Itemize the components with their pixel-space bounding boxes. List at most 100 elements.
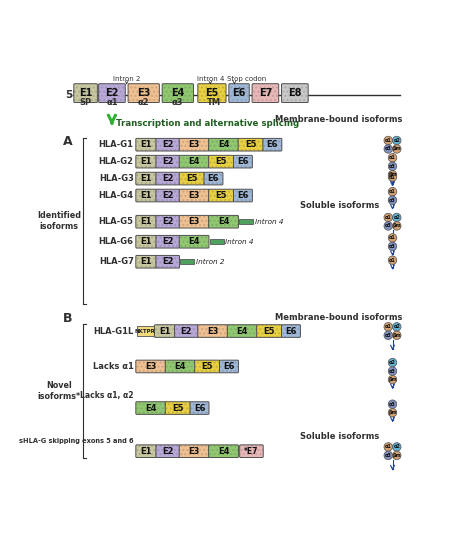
FancyBboxPatch shape (156, 235, 180, 248)
FancyBboxPatch shape (156, 189, 180, 202)
FancyBboxPatch shape (74, 84, 97, 102)
FancyBboxPatch shape (204, 172, 223, 185)
Text: E3: E3 (137, 88, 150, 98)
Text: α1: α1 (106, 98, 118, 107)
Text: E2: E2 (162, 447, 173, 456)
Circle shape (392, 213, 401, 222)
Bar (210, 239, 224, 244)
FancyBboxPatch shape (234, 155, 252, 168)
Bar (137, 326, 154, 336)
Text: E2: E2 (162, 217, 173, 226)
Text: α3: α3 (389, 164, 396, 169)
Text: TM: TM (207, 98, 221, 107)
Text: E4: E4 (218, 447, 229, 456)
Text: E3: E3 (207, 326, 219, 336)
Text: E1: E1 (140, 140, 152, 149)
FancyBboxPatch shape (179, 189, 209, 202)
Text: α1: α1 (385, 138, 392, 143)
Text: E2: E2 (181, 326, 192, 336)
Text: E6: E6 (208, 174, 219, 183)
Text: α3: α3 (385, 147, 392, 152)
Text: NKTPR: NKTPR (135, 329, 156, 334)
Circle shape (392, 331, 401, 340)
Text: E4: E4 (174, 362, 186, 371)
Text: E5: E5 (264, 326, 275, 336)
Circle shape (392, 145, 401, 153)
Circle shape (384, 331, 392, 340)
Circle shape (384, 136, 392, 145)
Circle shape (388, 173, 397, 181)
FancyBboxPatch shape (209, 445, 238, 457)
Text: βm: βm (388, 410, 397, 415)
Text: Membrane-bound isoforms: Membrane-bound isoforms (274, 313, 402, 322)
FancyBboxPatch shape (156, 445, 180, 457)
FancyBboxPatch shape (209, 155, 234, 168)
Text: α1: α1 (389, 155, 396, 160)
Text: E4: E4 (188, 157, 200, 166)
Circle shape (392, 323, 401, 331)
Text: E6: E6 (237, 191, 249, 200)
FancyBboxPatch shape (165, 402, 191, 414)
Text: E1: E1 (159, 326, 170, 336)
FancyBboxPatch shape (136, 189, 156, 202)
Text: α2: α2 (389, 360, 396, 365)
Text: E6: E6 (237, 157, 249, 166)
FancyBboxPatch shape (179, 445, 209, 457)
Text: βm: βm (388, 377, 397, 382)
Text: α1: α1 (389, 189, 396, 194)
Text: Soluble isoforms: Soluble isoforms (300, 201, 379, 210)
FancyBboxPatch shape (263, 138, 282, 151)
Text: α2: α2 (138, 98, 149, 107)
Text: E2: E2 (162, 237, 173, 246)
Text: A: A (63, 135, 73, 148)
Circle shape (388, 376, 397, 384)
Text: α3: α3 (385, 333, 392, 338)
Text: E2: E2 (162, 257, 173, 267)
FancyBboxPatch shape (195, 360, 220, 373)
Text: HLA-G5: HLA-G5 (99, 217, 134, 226)
Text: E4: E4 (188, 237, 200, 246)
FancyBboxPatch shape (128, 84, 159, 102)
Text: α3: α3 (385, 453, 392, 458)
FancyBboxPatch shape (209, 138, 238, 151)
FancyBboxPatch shape (179, 155, 209, 168)
Text: α3: α3 (172, 98, 183, 107)
Text: Intron 2: Intron 2 (113, 76, 140, 82)
Circle shape (392, 451, 401, 459)
Text: E1: E1 (140, 157, 152, 166)
Text: E1: E1 (140, 447, 152, 456)
Text: E6: E6 (285, 326, 297, 336)
Circle shape (392, 222, 401, 230)
FancyBboxPatch shape (179, 138, 209, 151)
Text: E6: E6 (266, 140, 278, 149)
Text: Lacks α1: Lacks α1 (93, 362, 134, 371)
Circle shape (388, 408, 397, 417)
FancyBboxPatch shape (252, 84, 279, 102)
Circle shape (384, 323, 392, 331)
Text: α2: α2 (393, 215, 400, 220)
Text: E3: E3 (188, 140, 200, 149)
Text: E5: E5 (216, 157, 227, 166)
Circle shape (384, 222, 392, 230)
FancyBboxPatch shape (136, 360, 165, 373)
FancyBboxPatch shape (234, 189, 252, 202)
Text: E5: E5 (216, 191, 227, 200)
Text: E3: E3 (188, 217, 200, 226)
Text: E2: E2 (162, 157, 173, 166)
FancyBboxPatch shape (156, 172, 180, 185)
Circle shape (388, 154, 397, 162)
FancyBboxPatch shape (165, 360, 195, 373)
FancyBboxPatch shape (156, 155, 180, 168)
Text: *: * (237, 86, 240, 91)
Text: E1: E1 (79, 88, 92, 98)
Text: HLA-G7: HLA-G7 (99, 257, 134, 267)
FancyBboxPatch shape (156, 256, 180, 268)
FancyBboxPatch shape (174, 325, 198, 337)
Text: Intron 2: Intron 2 (196, 259, 224, 265)
FancyBboxPatch shape (156, 215, 180, 228)
Text: E2: E2 (162, 191, 173, 200)
Text: βm: βm (392, 453, 401, 458)
Text: Intron 4: Intron 4 (255, 219, 283, 225)
Text: α3: α3 (385, 223, 392, 228)
Text: E6: E6 (232, 88, 246, 98)
